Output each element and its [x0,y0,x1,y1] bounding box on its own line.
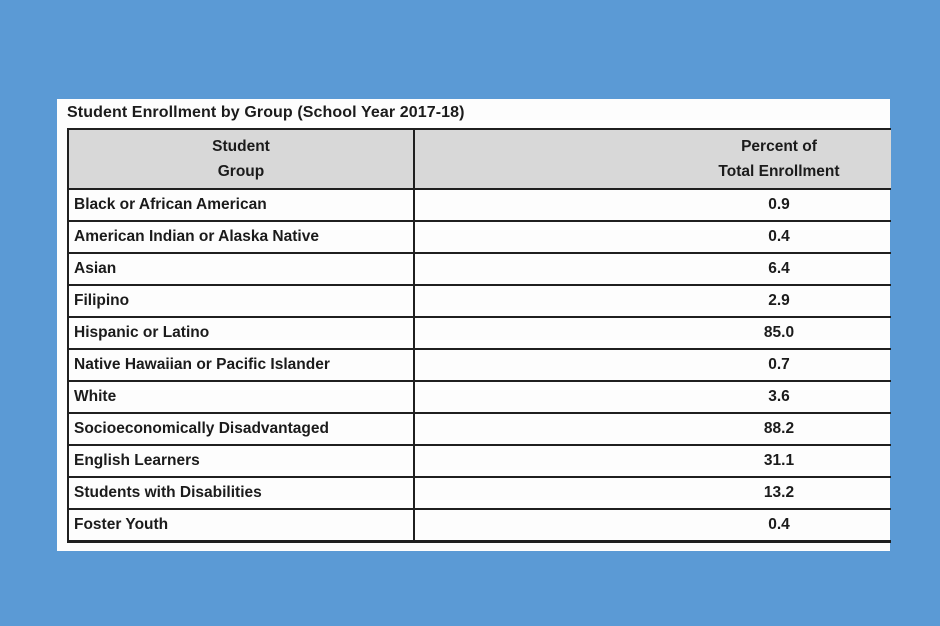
student-group-cell: Black or African American [67,188,415,222]
percent-cell: 31.1 [413,444,891,478]
table-row: Black or African American 0.9 [67,188,891,222]
percent-cell: 13.2 [413,476,891,510]
student-group-cell: Filipino [67,284,415,318]
student-group-cell: Hispanic or Latino [67,316,415,350]
enrollment-table: Student Group Percent of Total Enrollmen… [67,128,891,543]
table-row: American Indian or Alaska Native 0.4 [67,220,891,254]
student-group-cell: Students with Disabilities [67,476,415,510]
table-row: Students with Disabilities 13.2 [67,476,891,510]
percent-cell: 88.2 [413,412,891,446]
table-title: Student Enrollment by Group (School Year… [67,104,465,121]
percent-header-line2: Total Enrollment [718,163,840,180]
percent-cell: 0.4 [413,508,891,543]
percent-cell: 0.4 [413,220,891,254]
percent-header-line1: Percent of [741,138,817,155]
table-row: Socioeconomically Disadvantaged 88.2 [67,412,891,446]
percent-cell: 2.9 [413,284,891,318]
percent-cell: 3.6 [413,380,891,414]
document-panel: Student Enrollment by Group (School Year… [57,99,891,551]
student-group-header-line1: Student [212,138,270,155]
table-row: Hispanic or Latino 85.0 [67,316,891,350]
percent-cell: 0.7 [413,348,891,382]
student-group-cell: White [67,380,415,414]
table-row: Filipino 2.9 [67,284,891,318]
percent-cell: 0.9 [413,188,891,222]
student-group-cell: Socioeconomically Disadvantaged [67,412,415,446]
student-group-cell: Native Hawaiian or Pacific Islander [67,348,415,382]
table-row: Foster Youth 0.4 [67,508,891,543]
student-group-cell: Asian [67,252,415,286]
table-row: Native Hawaiian or Pacific Islander 0.7 [67,348,891,382]
percent-cell: 6.4 [413,252,891,286]
student-group-cell: Foster Youth [67,508,415,543]
percent-column-header: Percent of Total Enrollment [413,128,891,190]
student-group-cell: English Learners [67,444,415,478]
table-header-row: Student Group Percent of Total Enrollmen… [67,128,891,190]
student-group-header-line2: Group [217,163,265,180]
student-group-cell: American Indian or Alaska Native [67,220,415,254]
student-group-column-header: Student Group [67,128,415,190]
table-row: White 3.6 [67,380,891,414]
table-row: English Learners 31.1 [67,444,891,478]
table-row: Asian 6.4 [67,252,891,286]
percent-cell: 85.0 [413,316,891,350]
